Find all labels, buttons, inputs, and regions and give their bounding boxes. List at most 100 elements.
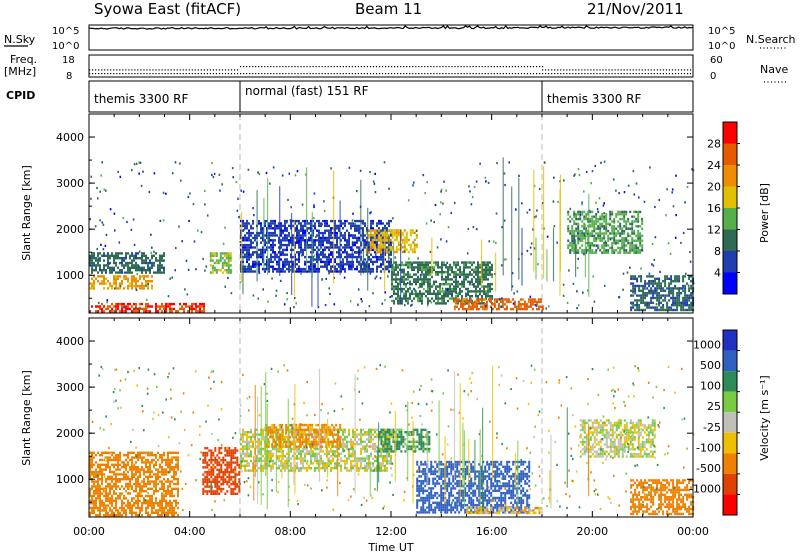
heatmap-cell — [316, 253, 318, 256]
heatmap-cell — [597, 246, 600, 250]
heatmap-cell — [459, 287, 461, 291]
heatmap-cell — [310, 258, 312, 261]
noise-panel: N.Sky 10^5 10^0 10^5 10^0 N.Search — [4, 24, 796, 52]
heatmap-cell — [159, 454, 161, 457]
y-tick-label: 4000 — [56, 131, 84, 144]
heatmap-cell — [585, 251, 588, 254]
heatmap-cell — [489, 273, 491, 276]
heatmap-cell — [445, 263, 447, 267]
heatmap-cell — [545, 307, 547, 310]
heatmap-cell — [114, 229, 116, 232]
heatmap-cell — [521, 202, 523, 205]
heatmap-cell — [541, 201, 544, 205]
heatmap-cell — [611, 244, 614, 247]
heatmap-cell — [376, 224, 378, 228]
heatmap-cell — [139, 490, 141, 493]
heatmap-cell — [125, 485, 127, 488]
heatmap-cell — [433, 299, 435, 303]
heatmap-cell — [286, 219, 288, 223]
heatmap-cell — [93, 257, 95, 260]
heatmap-cell — [437, 273, 439, 276]
heatmap-cell — [630, 282, 633, 285]
heatmap-cell — [115, 271, 117, 274]
heatmap-cell — [391, 271, 393, 274]
heatmap-cell — [105, 233, 108, 236]
heatmap-cell — [113, 473, 115, 476]
heatmap-cell — [475, 303, 478, 306]
heatmap-cell — [93, 485, 95, 488]
nave-point — [517, 73, 519, 75]
heatmap-cell — [676, 306, 679, 309]
heatmap-cell — [365, 267, 368, 270]
heatmap-cell — [371, 246, 374, 249]
freq-point — [258, 66, 260, 68]
heatmap-cell — [342, 263, 344, 266]
freq-point — [140, 69, 142, 71]
heatmap-cell — [99, 454, 101, 457]
heatmap-cell — [113, 463, 115, 466]
heatmap-cell — [638, 308, 641, 312]
heatmap-cell — [310, 222, 312, 225]
heatmap-cell — [601, 232, 604, 235]
heatmap-cell — [111, 499, 113, 502]
heatmap-cell — [644, 282, 647, 285]
heatmap-cell — [437, 292, 439, 295]
heatmap-cell — [356, 246, 358, 249]
heatmap-cell — [626, 233, 629, 236]
freq-point — [391, 66, 393, 68]
heatmap-cell — [632, 291, 634, 294]
heatmap-cell — [395, 266, 397, 269]
heatmap-cell — [103, 305, 105, 308]
heatmap-cell — [615, 232, 618, 235]
heatmap-cell — [493, 305, 496, 308]
heatmap-cell — [302, 236, 304, 240]
heatmap-cell — [336, 234, 338, 237]
heatmap-cell — [680, 304, 683, 307]
heatmap-cell — [111, 485, 113, 488]
heatmap-cell — [258, 219, 260, 223]
heatmap-cell — [115, 456, 117, 459]
heatmap-cell — [115, 305, 117, 308]
heatmap-cell — [127, 451, 129, 454]
heatmap-cell — [272, 219, 274, 223]
heatmap-cell — [449, 263, 451, 267]
heatmap-cell — [651, 263, 653, 266]
heatmap-cell — [391, 285, 393, 288]
heatmap-cell — [393, 273, 395, 276]
heatmap-cell — [109, 499, 111, 502]
heatmap-cell — [123, 470, 125, 474]
heatmap-cell — [391, 275, 393, 279]
heatmap-cell — [495, 241, 497, 244]
heatmap-cell — [469, 290, 471, 293]
heatmap-cell — [424, 192, 426, 195]
heatmap-cell — [403, 278, 405, 281]
heatmap-cell — [379, 250, 382, 254]
heatmap-cell — [475, 295, 477, 298]
nave-point — [116, 73, 118, 75]
heatmap-cell — [328, 246, 330, 249]
heatmap-cell — [632, 306, 635, 309]
heatmap-cell — [415, 283, 417, 286]
heatmap-cell — [485, 278, 487, 281]
heatmap-cell — [286, 229, 288, 232]
heatmap-cell — [163, 266, 165, 269]
heatmap-cell — [477, 302, 479, 305]
heatmap-cell — [401, 290, 403, 293]
heatmap-cell — [629, 241, 632, 245]
heatmap-cell — [369, 272, 372, 275]
heatmap-cell — [646, 282, 649, 285]
heatmap-cell — [191, 305, 193, 308]
heatmap-cell — [151, 257, 153, 260]
heatmap-cell — [96, 248, 98, 251]
heatmap-cell — [595, 244, 598, 247]
heatmap-cell — [115, 454, 117, 457]
heatmap-cell — [503, 172, 506, 175]
heatmap-cell — [270, 219, 272, 223]
nave-point — [92, 73, 94, 75]
heatmap-cell — [475, 271, 477, 274]
heatmap-cell — [641, 227, 644, 230]
heatmap-cell — [609, 224, 611, 227]
heatmap-cell — [310, 255, 312, 259]
heatmap-cell — [686, 299, 689, 302]
heatmap-cell — [165, 302, 167, 306]
